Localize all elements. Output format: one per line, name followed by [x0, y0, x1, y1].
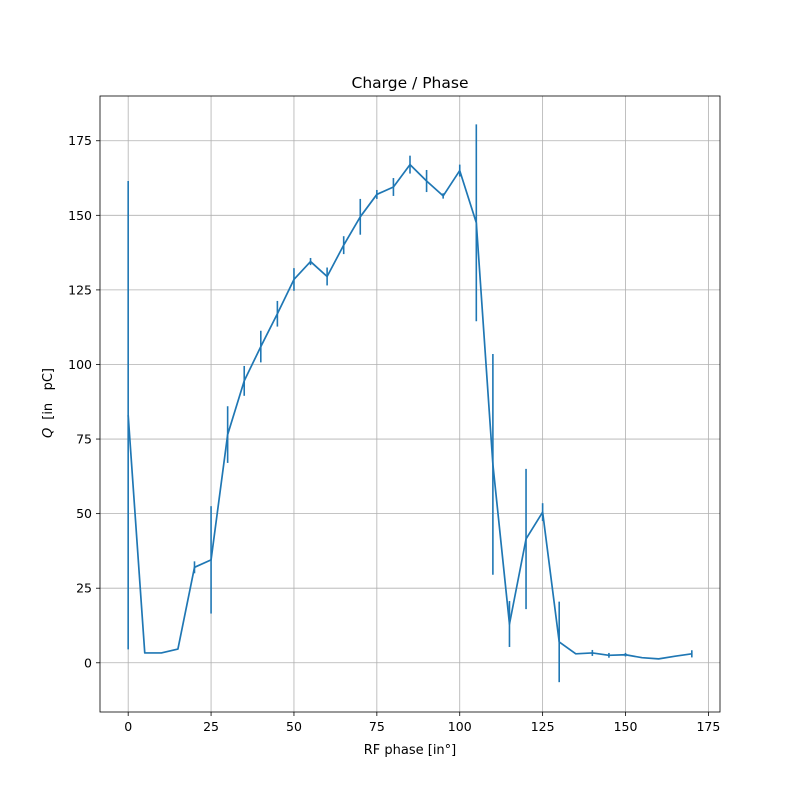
- y-axis-label: Q [in pC]: [41, 368, 56, 438]
- y-tick-label: 150: [68, 208, 92, 223]
- y-axis-ticks: 0 25 50 75 100 125 150 175: [68, 133, 100, 670]
- chart-title: Charge / Phase: [352, 74, 469, 92]
- x-axis-ticks: 0 25 50 75 100 125 150 175: [124, 712, 720, 734]
- x-tick-label: 0: [124, 719, 132, 734]
- y-tick-label: 125: [68, 282, 92, 297]
- y-tick-label: 50: [76, 506, 92, 521]
- series-line: [127, 163, 692, 660]
- y-tick-label: 100: [68, 357, 92, 372]
- x-tick-label: 25: [203, 719, 219, 734]
- x-tick-label: 175: [696, 719, 720, 734]
- x-axis-label: RF phase [in°]: [364, 743, 457, 758]
- grid-lines: [100, 96, 720, 712]
- y-tick-label: 175: [68, 133, 92, 148]
- y-axis-label-symbol: Q: [41, 428, 56, 438]
- y-tick-label: 0: [84, 655, 92, 670]
- data-series: [127, 163, 692, 660]
- x-tick-label: 125: [531, 719, 555, 734]
- x-tick-label: 50: [286, 719, 302, 734]
- x-tick-label: 150: [614, 719, 638, 734]
- y-tick-label: 25: [76, 581, 92, 596]
- y-tick-label: 75: [76, 432, 92, 447]
- error-bars: [127, 124, 693, 683]
- y-axis-label-unit: [in pC]: [41, 368, 56, 420]
- x-tick-label: 75: [369, 719, 385, 734]
- plot-frame: [99, 95, 721, 713]
- x-tick-label: 100: [448, 719, 472, 734]
